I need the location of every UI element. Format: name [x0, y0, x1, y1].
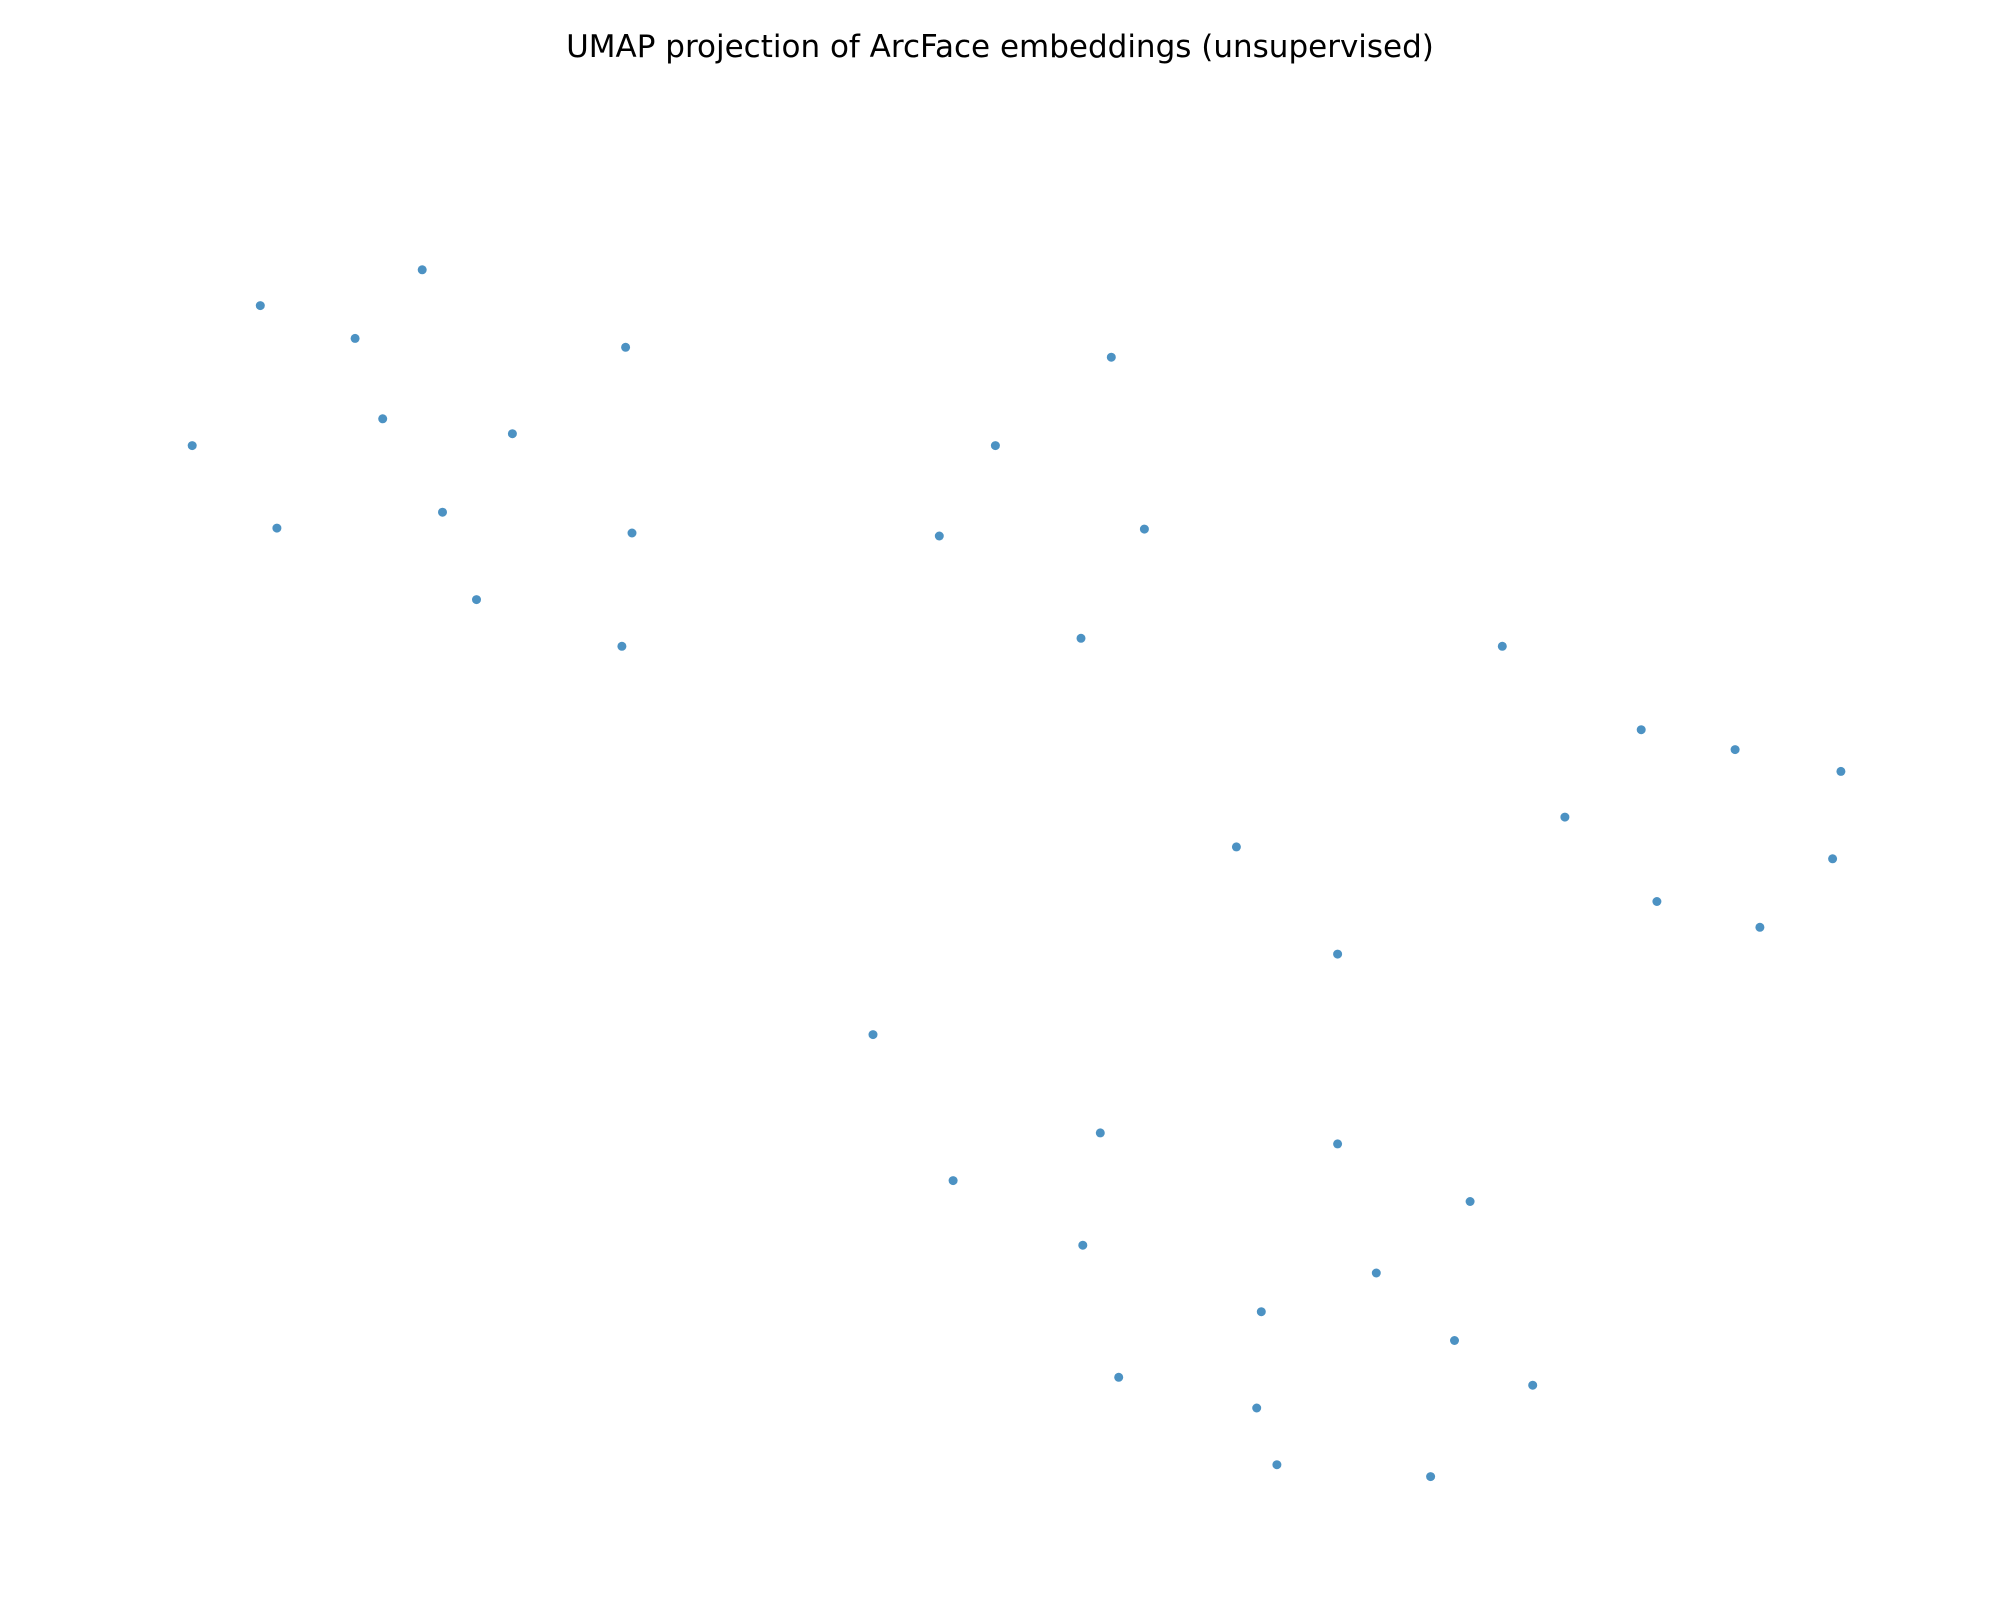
- scatter-point: [1371, 1268, 1381, 1278]
- scatter-point: [417, 265, 427, 275]
- scatter-point: [621, 342, 631, 352]
- scatter-point: [1106, 352, 1116, 362]
- scatter-point: [990, 441, 1000, 451]
- scatter-point: [378, 414, 388, 424]
- scatter-point: [1114, 1372, 1124, 1382]
- scatter-point: [934, 531, 944, 541]
- scatter-point: [350, 333, 360, 343]
- points-layer: [187, 265, 1846, 1482]
- scatter-point: [948, 1176, 958, 1186]
- scatter-point: [1076, 633, 1086, 643]
- scatter-point: [187, 441, 197, 451]
- scatter-point: [472, 595, 481, 605]
- scatter-point: [627, 528, 637, 538]
- scatter-point: [272, 523, 282, 533]
- scatter-point: [868, 1030, 878, 1040]
- scatter-point: [1252, 1403, 1262, 1413]
- scatter-point: [617, 641, 627, 651]
- scatter-point: [438, 507, 447, 517]
- scatter-point: [1497, 641, 1507, 651]
- scatter-point: [1139, 524, 1149, 534]
- scatter-point: [1528, 1380, 1538, 1390]
- scatter-point: [1636, 725, 1646, 735]
- scatter-point: [507, 429, 517, 439]
- chart-title: UMAP projection of ArcFace embeddings (u…: [566, 29, 1434, 65]
- scatter-point: [255, 301, 265, 311]
- scatter-point: [1095, 1128, 1105, 1138]
- scatter-point: [1333, 1139, 1343, 1149]
- scatter-point: [1836, 766, 1846, 776]
- scatter-point: [1426, 1472, 1436, 1482]
- scatter-point: [1465, 1197, 1475, 1206]
- scatter-point: [1560, 812, 1570, 822]
- scatter-point: [1652, 897, 1662, 906]
- scatter-point: [1730, 745, 1740, 755]
- scatter-point: [1450, 1336, 1459, 1345]
- scatter-point: [1755, 922, 1765, 932]
- scatter-point: [1078, 1240, 1088, 1250]
- scatter-point: [1272, 1460, 1282, 1470]
- scatter-point: [1256, 1307, 1266, 1317]
- scatter-point: [1333, 949, 1343, 959]
- scatter-point: [1231, 842, 1241, 852]
- scatter-point: [1828, 854, 1838, 864]
